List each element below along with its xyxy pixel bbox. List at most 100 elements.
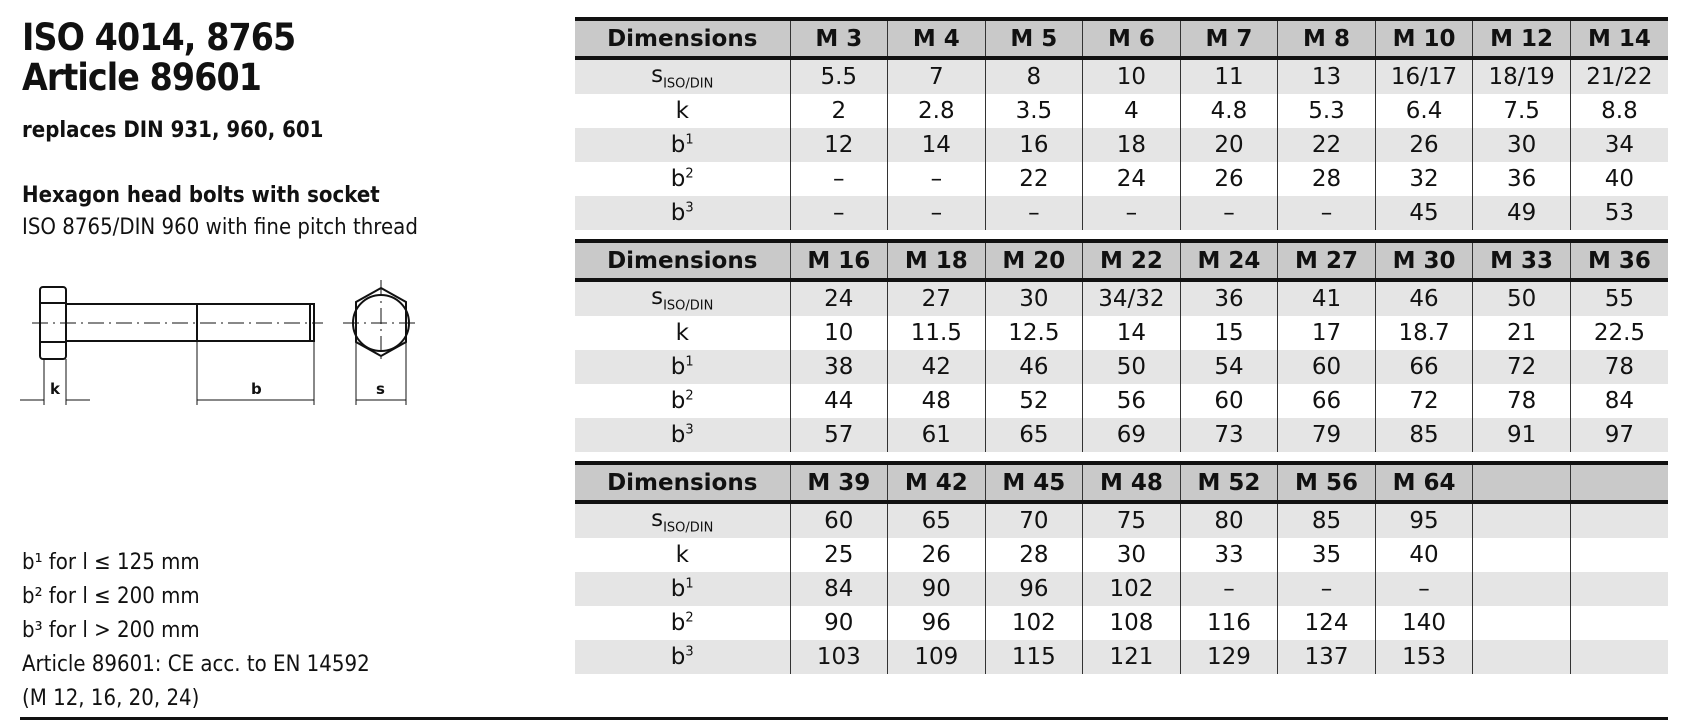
- cell-b2: 40: [1569, 162, 1668, 196]
- cell-s: 18/19: [1472, 58, 1571, 94]
- cell-b1: 96: [984, 572, 1083, 606]
- cell-k: 17: [1277, 316, 1376, 350]
- header-size: M 45: [984, 461, 1083, 504]
- cell-s: 50: [1472, 280, 1571, 316]
- row-label-k: k: [675, 98, 689, 124]
- row-label: b1: [575, 572, 790, 606]
- header-size: M 12: [1472, 17, 1571, 60]
- cell-k: 11.5: [887, 316, 986, 350]
- row-label-b3: b3: [671, 644, 694, 670]
- cell-b2: 102: [984, 606, 1083, 640]
- cell-s: 41: [1277, 280, 1376, 316]
- cell-k: 40: [1374, 538, 1473, 572]
- label-b: b: [670, 422, 686, 448]
- row-label-b1: b1: [671, 354, 694, 380]
- cell-s: 75: [1082, 502, 1181, 538]
- header-size: M 24: [1179, 239, 1278, 282]
- label-k: k: [50, 380, 61, 398]
- cell-s: 11: [1179, 58, 1278, 94]
- row-label: sISO/DIN: [575, 502, 790, 538]
- cell-b3: 65: [984, 418, 1083, 452]
- header-size: [1472, 461, 1571, 504]
- cell-k: 14: [1082, 316, 1181, 350]
- cell-b2: 124: [1277, 606, 1376, 640]
- cell-s: 34/32: [1082, 280, 1181, 316]
- cell-b3: 129: [1179, 640, 1278, 674]
- cell-k: [1472, 538, 1571, 572]
- cell-b3: 97: [1569, 418, 1668, 452]
- cell-b2: [1472, 606, 1571, 640]
- table-row-b2: b2– –22 24 26 28 32 36 40: [575, 162, 1668, 196]
- table-row-b1: b1 12 14 16 18 20 22 26 30 34: [575, 128, 1668, 162]
- dimensions-table-2: Dimensions M 16 M 18 M 20 M 22 M 24 M 27 M 30 M …: [575, 239, 1668, 452]
- table-row-b2: b2 44 48 52 56 60 66 72 78 84: [575, 384, 1668, 418]
- cell-s: 55: [1569, 280, 1668, 316]
- cell-b2: 44: [789, 384, 888, 418]
- cell-k: 2: [789, 94, 888, 128]
- label-sup: 1: [685, 354, 694, 370]
- note-b1: b¹ for l ≤ 125 mm: [22, 550, 200, 575]
- table-row-k: k 2 2.8 3.5 4 4.8 5.3 6.4 7.5 8.8: [575, 94, 1668, 128]
- cell-s: 85: [1277, 502, 1376, 538]
- cell-b2: –: [789, 162, 888, 196]
- cell-s: 5.5: [789, 58, 888, 94]
- table-row-s: sISO/DIN 60 65 70 75 80 85 95: [575, 502, 1668, 538]
- cell-b2: [1569, 606, 1668, 640]
- header-size: M 33: [1472, 239, 1571, 282]
- label-b: b: [670, 132, 686, 158]
- cell-k: 30: [1082, 538, 1181, 572]
- cell-b1: 22: [1277, 128, 1376, 162]
- cell-s: 36: [1179, 280, 1278, 316]
- row-label: b2: [575, 606, 790, 640]
- cell-b1: 30: [1472, 128, 1571, 162]
- label-s-base: s: [651, 62, 664, 89]
- cell-b3: –: [1179, 196, 1278, 230]
- cell-b1: 66: [1374, 350, 1473, 384]
- cell-b2: 116: [1179, 606, 1278, 640]
- cell-b1: 84: [789, 572, 888, 606]
- row-label: k: [575, 316, 790, 350]
- cell-s: [1472, 502, 1571, 538]
- cell-k: [1569, 538, 1668, 572]
- replaces-note: replaces DIN 931, 960, 601: [22, 118, 324, 143]
- cell-b3: 53: [1569, 196, 1668, 230]
- cell-b3: –: [887, 196, 986, 230]
- cell-b3: 61: [887, 418, 986, 452]
- cell-b1: –: [1277, 572, 1376, 606]
- cell-b3: 115: [984, 640, 1083, 674]
- header-size: M 36: [1569, 239, 1668, 282]
- cell-b2: 56: [1082, 384, 1181, 418]
- cell-b3: –: [789, 196, 888, 230]
- cell-b2: 66: [1277, 384, 1376, 418]
- cell-b2: 108: [1082, 606, 1181, 640]
- row-label: k: [575, 538, 790, 572]
- row-label: b3: [575, 196, 790, 230]
- cell-b3: 73: [1179, 418, 1278, 452]
- table-row-s: sISO/DIN 5.5 7 8 10 11 13 16/17 18/19 21/22: [575, 58, 1668, 94]
- header-size: M 39: [789, 461, 888, 504]
- table-row-b3: b3 57 61 65 69 73 79 85 91 97: [575, 418, 1668, 452]
- label-sup: 3: [685, 644, 694, 660]
- cell-k: 28: [984, 538, 1083, 572]
- note-b3: b³ for l > 200 mm: [22, 618, 200, 643]
- header-size: M 16: [789, 239, 888, 282]
- header-dimensions: Dimensions: [575, 17, 790, 60]
- label-s: s: [376, 380, 385, 398]
- cell-b2: 36: [1472, 162, 1571, 196]
- cell-s: 8: [984, 58, 1083, 94]
- cell-b3: 85: [1374, 418, 1473, 452]
- table-row-b3: b3– – – – – –45 49 53: [575, 196, 1668, 230]
- cell-k: 3.5: [984, 94, 1083, 128]
- label-b: b: [670, 354, 686, 380]
- cell-k: 26: [887, 538, 986, 572]
- header-size: M 48: [1082, 461, 1181, 504]
- cell-b2: 78: [1472, 384, 1571, 418]
- row-label: b3: [575, 418, 790, 452]
- cell-b2: 96: [887, 606, 986, 640]
- table-row-s: sISO/DIN 24 27 30 34/32 36 41 46 50 55: [575, 280, 1668, 316]
- header-size: M 27: [1277, 239, 1376, 282]
- cell-b3: 57: [789, 418, 888, 452]
- cell-b1: 72: [1472, 350, 1571, 384]
- bolt-side-view: [20, 286, 323, 405]
